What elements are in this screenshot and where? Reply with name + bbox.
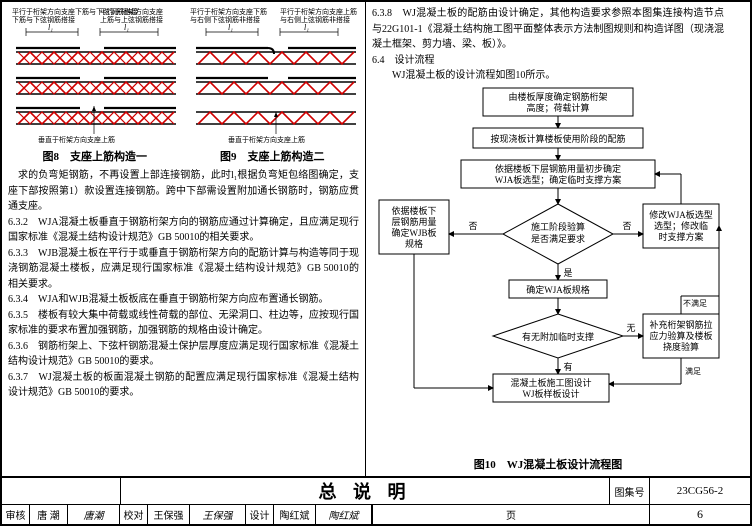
- fig10-caption: 图10 WJ混凝土板设计流程图: [372, 454, 724, 474]
- right-column: 6.3.8 WJ混凝土板的配筋由设计确定，其他构造要求参照本图集连接构造节点与2…: [366, 2, 730, 476]
- fig9-caption: 图9 支座上筋构造二: [186, 146, 360, 168]
- svg-text:l₁: l₁: [228, 23, 233, 32]
- svg-text:由楼板厚度确定钢筋桁架: 由楼板厚度确定钢筋桁架: [508, 91, 607, 102]
- svg-text:确定WJA板规格: 确定WJA板规格: [526, 284, 590, 295]
- para-637: 6.3.7 WJ混凝土板的板面混凝土钢筋的配置应满足现行国家标准《混凝土结构设计…: [8, 370, 359, 401]
- svg-text:选型；修改临: 选型；修改临: [654, 220, 708, 231]
- left-body-text: 求的负弯矩钢筋，不再设置上部连接钢筋，此时l₁根据负弯矩包络图确定，支座下部按照…: [8, 168, 359, 401]
- svg-text:平行于桁架方向支座上筋: 平行于桁架方向支座上筋: [280, 7, 357, 16]
- series-value: 23CG56-2: [650, 478, 750, 504]
- series-label: 图集号: [610, 478, 650, 504]
- svg-text:有: 有: [563, 361, 572, 372]
- check-label: 校对: [120, 505, 148, 524]
- page-value: 6: [650, 505, 750, 524]
- svg-text:有无附加临时支撑: 有无附加临时支撑: [522, 331, 594, 342]
- para-64: 6.4 设计流程: [372, 53, 724, 69]
- svg-text:WJA板选型；确定临时支撑方案: WJA板选型；确定临时支撑方案: [495, 174, 622, 185]
- svg-text:l₁: l₁: [48, 23, 53, 32]
- svg-text:上筋与上弦钢筋搭接: 上筋与上弦钢筋搭接: [100, 15, 163, 24]
- page-label: 页: [372, 505, 650, 524]
- svg-text:层钢筋用量: 层钢筋用量: [391, 216, 436, 227]
- review-name: 唐 潮: [30, 505, 68, 524]
- svg-text:否: 否: [468, 221, 477, 231]
- design-sig: 陶红斌: [316, 505, 372, 524]
- flowchart-svg: 由楼板厚度确定钢筋桁架 高度；荷载计算 按现浇板计算楼板使用阶段的配筋 依据楼板…: [373, 84, 723, 432]
- svg-text:确定WJB板: 确定WJB板: [391, 227, 436, 238]
- svg-text:规格: 规格: [405, 238, 423, 249]
- figure-captions: 图8 支座上筋构造一 图9 支座上筋构造二: [8, 146, 359, 168]
- para-632: 6.3.2 WJA混凝土板垂直于钢筋桁架方向的钢筋应通过计算确定，且应满足现行国…: [8, 215, 359, 246]
- review-sig: 唐潮: [68, 505, 120, 524]
- svg-text:是否满足要求: 是否满足要求: [531, 233, 585, 244]
- content-area: 平行于桁架方向支座下筋与下弦钢筋搭接 下筋与下弦钢筋搭接 平行于桁架方向支座 上…: [2, 2, 750, 476]
- para-cont: 求的负弯矩钢筋，不再设置上部连接钢筋，此时l₁根据负弯矩包络图确定，支座下部按照…: [8, 168, 359, 215]
- svg-text:无: 无: [626, 323, 635, 333]
- svg-text:否: 否: [622, 221, 631, 231]
- svg-text:平行于桁架方向支座下筋: 平行于桁架方向支座下筋: [190, 7, 267, 16]
- para-633: 6.3.3 WJB混凝土板在平行于或垂直于钢筋桁架方向的配筋计算与构造等同于现浇…: [8, 246, 359, 293]
- fig8-caption: 图8 支座上筋构造一: [8, 146, 182, 168]
- svg-text:l₁: l₁: [304, 23, 309, 32]
- svg-text:高度；荷载计算: 高度；荷载计算: [526, 102, 589, 113]
- svg-text:依据楼板下: 依据楼板下: [391, 205, 436, 216]
- svg-text:时支撑方案: 时支撑方案: [658, 231, 703, 242]
- check-sig: 王保强: [190, 505, 246, 524]
- svg-text:WJ板样板设计: WJ板样板设计: [523, 388, 580, 399]
- flowchart-wrap: 由楼板厚度确定钢筋桁架 高度；荷载计算 按现浇板计算楼板使用阶段的配筋 依据楼板…: [372, 84, 724, 455]
- svg-text:修改WJA板选型: 修改WJA板选型: [649, 209, 713, 220]
- svg-text:不满足: 不满足: [683, 298, 707, 308]
- svg-text:下筋与下弦钢筋搭接: 下筋与下弦钢筋搭接: [12, 15, 75, 24]
- svg-text:依据楼板下层钢筋用量初步确定: 依据楼板下层钢筋用量初步确定: [495, 163, 621, 174]
- svg-text:垂直于桁架方向支座上筋: 垂直于桁架方向支座上筋: [228, 135, 305, 144]
- page: 平行于桁架方向支座下筋与下弦钢筋搭接 下筋与下弦钢筋搭接 平行于桁架方向支座 上…: [0, 0, 752, 526]
- svg-text:与右侧下弦钢筋非搭接: 与右侧下弦钢筋非搭接: [190, 15, 260, 24]
- svg-text:l₁: l₁: [124, 23, 129, 32]
- svg-text:满足: 满足: [685, 366, 701, 376]
- left-column: 平行于桁架方向支座下筋与下弦钢筋搭接 下筋与下弦钢筋搭接 平行于桁架方向支座 上…: [2, 2, 366, 476]
- svg-text:挠度验算: 挠度验算: [663, 341, 699, 352]
- para-635: 6.3.5 楼板有较大集中荷载或线性荷载的部位、无梁洞口、柱边等，应按现行国家标…: [8, 308, 359, 339]
- figure-9: 平行于桁架方向支座下筋 与右侧下弦钢筋非搭接 平行于桁架方向支座上筋 与右侧上弦…: [188, 6, 364, 146]
- svg-text:垂直于桁架方向支座上筋: 垂直于桁架方向支座上筋: [38, 135, 115, 144]
- figures-8-9: 平行于桁架方向支座下筋与下弦钢筋搭接 下筋与下弦钢筋搭接 平行于桁架方向支座 上…: [8, 6, 359, 146]
- check-name: 王保强: [148, 505, 190, 524]
- svg-text:平行于桁架方向支座: 平行于桁架方向支座: [100, 7, 163, 16]
- svg-text:补充桁架钢筋拉: 补充桁架钢筋拉: [649, 319, 712, 330]
- design-name: 陶红斌: [274, 505, 316, 524]
- svg-text:是: 是: [563, 268, 572, 278]
- svg-text:混凝土板施工图设计: 混凝土板施工图设计: [510, 377, 591, 388]
- design-label: 设计: [246, 505, 274, 524]
- figure-8: 平行于桁架方向支座下筋与下弦钢筋搭接 下筋与下弦钢筋搭接 平行于桁架方向支座 上…: [8, 6, 184, 146]
- title-block: 总 说 明 图集号 23CG56-2 审核 唐 潮 唐潮 校对 王保强 王保强 …: [2, 476, 750, 524]
- para-636: 6.3.6 钢筋桁架上、下弦杆钢筋混凝土保护层厚度应满足现行国家标准《混凝土结构…: [8, 339, 359, 370]
- svg-text:施工阶段验算: 施工阶段验算: [531, 221, 585, 232]
- drawing-title: 总 说 明: [120, 478, 610, 504]
- para-638: 6.3.8 WJ混凝土板的配筋由设计确定，其他构造要求参照本图集连接构造节点与2…: [372, 6, 724, 53]
- svg-text:应力验算及楼板: 应力验算及楼板: [649, 330, 712, 341]
- para-64b: WJ混凝土板的设计流程如图10所示。: [372, 68, 724, 84]
- para-634: 6.3.4 WJA和WJB混凝土板板底在垂直于钢筋桁架方向应布置通长钢筋。: [8, 292, 359, 308]
- review-label: 审核: [2, 505, 30, 524]
- svg-text:按现浇板计算楼板使用阶段的配筋: 按现浇板计算楼板使用阶段的配筋: [490, 133, 625, 144]
- svg-text:与右侧上弦钢筋非搭接: 与右侧上弦钢筋非搭接: [280, 15, 350, 24]
- right-body-text: 6.3.8 WJ混凝土板的配筋由设计确定，其他构造要求参照本图集连接构造节点与2…: [372, 6, 724, 84]
